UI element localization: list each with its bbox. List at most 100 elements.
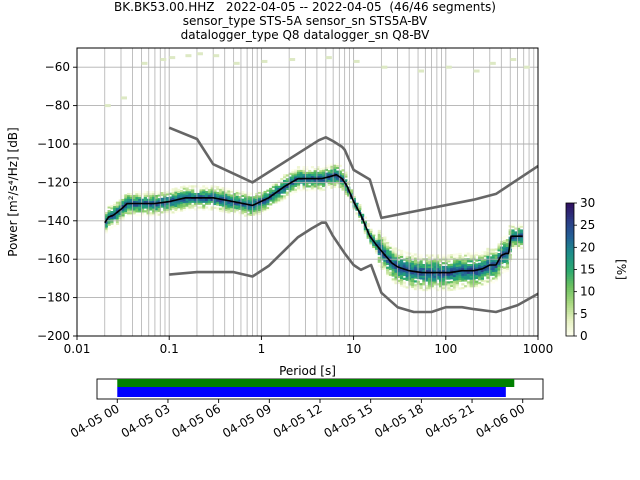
heatmap-cell	[497, 276, 501, 279]
heatmap-cell	[305, 175, 309, 178]
heatmap-cell	[218, 194, 223, 197]
heatmap-cell	[271, 189, 276, 192]
heatmap-cell	[394, 260, 398, 264]
heatmap-cell	[146, 206, 150, 209]
heatmap-cell	[285, 174, 289, 177]
heatmap-cell	[324, 186, 328, 189]
heatmap-cell	[386, 274, 390, 277]
heatmap-cell	[447, 269, 451, 272]
heatmap-cell	[477, 278, 482, 281]
heatmap-cell	[413, 284, 418, 287]
heatmap-cell	[380, 237, 384, 240]
heatmap-cell	[441, 265, 445, 269]
heatmap-cell	[199, 206, 203, 209]
heatmap-cell	[383, 267, 387, 270]
heatmap-cell	[413, 274, 418, 277]
heatmap-cell	[166, 198, 170, 202]
heatmap-cell	[377, 243, 381, 246]
heatmap-cell	[422, 264, 426, 267]
heatmap-cell	[296, 173, 301, 176]
colorbar-segment	[566, 311, 574, 315]
heatmap-cell	[491, 260, 496, 263]
heatmap-cell	[450, 267, 454, 270]
colorbar-segment	[566, 316, 574, 319]
y-axis-ticks: −200−180−160−140−120−100−80−60	[37, 60, 77, 343]
heatmap-cell	[427, 260, 432, 263]
heatmap-cell	[121, 210, 125, 213]
heatmap-cell	[246, 199, 250, 202]
heatmap-cell	[397, 281, 401, 284]
heatmap-cell	[519, 223, 523, 226]
heatmap-cell	[347, 192, 351, 195]
heatmap-cell	[227, 192, 231, 195]
heatmap-cell	[177, 200, 181, 203]
heatmap-cell	[447, 264, 451, 267]
heatmap-cell	[338, 172, 342, 175]
heatmap-cell	[118, 207, 122, 210]
heatmap-cell	[179, 205, 184, 208]
heatmap-cell	[199, 187, 203, 190]
heatmap-cell	[266, 189, 270, 192]
heatmap-cell	[316, 168, 320, 171]
heatmap-cell	[205, 191, 209, 194]
heatmap-cell	[422, 267, 426, 271]
heatmap-cell	[480, 273, 484, 276]
heatmap-cell	[132, 200, 136, 203]
heatmap-cell	[238, 207, 242, 210]
heatmap-cell	[294, 190, 298, 193]
heatmap-cell	[269, 193, 273, 196]
heatmap-cell	[452, 278, 457, 281]
heatmap-cell	[447, 265, 451, 269]
heatmap-cell	[491, 250, 496, 253]
heatmap-cell	[157, 194, 161, 197]
heatmap-cell	[246, 209, 250, 212]
heatmap-cell	[466, 273, 471, 276]
heatmap-cell	[330, 186, 334, 189]
heatmap-cell	[335, 166, 340, 169]
heatmap-cell	[397, 256, 401, 259]
heatmap-cell	[427, 283, 432, 286]
heatmap-cell	[427, 279, 432, 282]
heatmap-cell	[249, 198, 253, 201]
heatmap-cell	[168, 210, 173, 213]
heatmap-cell	[174, 210, 178, 213]
heatmap-cell	[146, 208, 150, 211]
heatmap-cell	[458, 275, 462, 279]
heatmap-cell	[411, 268, 415, 271]
heatmap-cell	[500, 236, 504, 240]
heatmap-cell	[466, 264, 471, 267]
heatmap-cell	[405, 261, 409, 264]
heatmap-cell	[129, 206, 134, 209]
heatmap-cell	[104, 217, 108, 220]
heatmap-cell	[327, 172, 331, 175]
heatmap-cell	[121, 214, 125, 217]
heatmap-cell	[503, 258, 507, 262]
heatmap-cell	[503, 237, 507, 240]
heatmap-cell	[113, 224, 117, 228]
heatmap-cell	[514, 240, 518, 244]
heatmap-cell	[514, 244, 518, 248]
heatmap-cell	[230, 190, 234, 193]
heatmap-cell	[386, 247, 390, 250]
heatmap-cell	[143, 198, 147, 201]
heatmap-cell	[152, 196, 156, 200]
heatmap-cell	[341, 186, 345, 189]
heatmap-cell	[433, 260, 437, 263]
heatmap-cell	[274, 183, 278, 187]
heatmap-cell	[330, 169, 334, 172]
timeline-tick-label: 04-06 00	[474, 401, 528, 440]
heatmap-cell	[218, 209, 223, 212]
heatmap-cell	[419, 286, 423, 290]
heatmap-cell	[224, 197, 228, 200]
heatmap-cell	[472, 279, 476, 282]
heatmap-cell	[260, 211, 264, 214]
colorbar-segment	[566, 300, 574, 304]
heatmap-cell	[174, 202, 178, 206]
coverage-bar-data	[117, 379, 515, 387]
heatmap-cell	[177, 194, 181, 197]
heatmap-cell	[291, 176, 295, 180]
heatmap-cell	[466, 285, 471, 288]
heatmap-cell	[168, 192, 173, 195]
heatmap-cell	[244, 201, 248, 204]
heatmap-cell	[138, 210, 142, 213]
